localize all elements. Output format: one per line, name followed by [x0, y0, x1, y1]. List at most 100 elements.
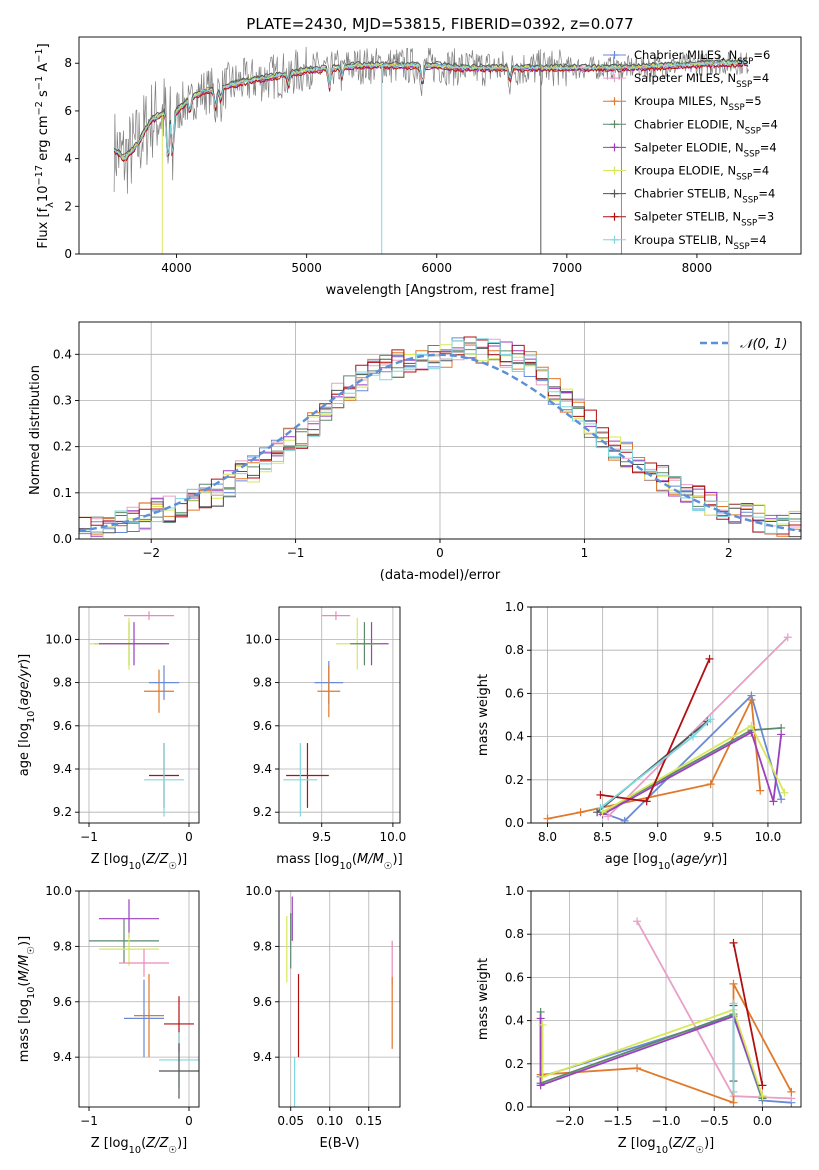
x-tick-label: 0 [436, 546, 444, 560]
x-axis-label: age [log10(age/yr)] [605, 852, 728, 872]
label-part: −2 [34, 101, 45, 115]
data-marker [610, 166, 619, 175]
legend-label: Chabrier ELODIE, NSSP=4 [634, 117, 778, 136]
data-marker [780, 788, 789, 797]
weight-series [607, 636, 789, 818]
y-tick-label: 6 [64, 104, 72, 118]
label-part: ( [141, 1136, 146, 1151]
y-tick-label: 0.4 [53, 347, 72, 361]
y-tick-label: 8 [64, 56, 72, 70]
label-part: Flux [f [36, 207, 51, 248]
y-tick-label: 9.2 [53, 805, 72, 819]
label-part: −1 [34, 48, 45, 62]
x-tick-label: −1 [80, 1114, 98, 1128]
x-tick-label: 0.15 [355, 1114, 382, 1128]
label-part: )] [17, 936, 32, 946]
data-marker [620, 816, 629, 823]
data-marker [610, 235, 619, 244]
y-tick-label: 9.8 [253, 676, 272, 690]
weight-series [732, 942, 764, 1086]
label-part: )] [17, 654, 32, 664]
label-part: Z/Z [145, 852, 169, 867]
label-part: 10 [129, 1145, 141, 1156]
data-marker [769, 797, 778, 806]
y-tick-label: 0.8 [505, 927, 524, 941]
label-part: age [log [605, 852, 658, 867]
y-tick-label: 0.4 [505, 1014, 524, 1028]
y-tick-label: 9.2 [253, 805, 272, 819]
data-marker [777, 795, 786, 804]
axes-frame [530, 890, 802, 1108]
label-part: Z/Z [672, 1136, 696, 1151]
x-tick-label: 8.5 [593, 830, 612, 844]
label-part: SSP [737, 57, 753, 67]
model-spectrum [113, 60, 749, 161]
x-tick-label: 10.0 [755, 830, 782, 844]
x-tick-label: 10.0 [380, 830, 407, 844]
label-part: SSP [729, 103, 745, 113]
x-tick-label: 2 [725, 546, 733, 560]
x-tick-label: 0.10 [316, 1114, 343, 1128]
y-axis-label: mass weight [476, 674, 491, 756]
weight-series [539, 1015, 764, 1097]
label-part: age [log [17, 723, 32, 776]
label-part: ( [17, 982, 32, 987]
x-tick-label: 5000 [291, 261, 322, 275]
spectrum-panel: 4000 5000 6000 7000 8000 0 2 4 6 8 Chabrier MILES,… [34, 36, 802, 298]
y-tick-label: 0.0 [505, 816, 524, 830]
y-axis-label: Normed distribution [28, 365, 43, 495]
label-part: M/M [17, 955, 32, 982]
x-tick-label: 9.0 [648, 830, 667, 844]
data-marker [783, 633, 792, 642]
axes-frame [278, 606, 401, 824]
data-marker [729, 999, 738, 1008]
y-tick-label: 9.4 [253, 762, 272, 776]
y-tick-label: 0.2 [505, 1057, 524, 1071]
y-tick-label: 10.0 [245, 884, 272, 898]
plot-area [286, 896, 393, 1107]
axes-frame [278, 890, 401, 1108]
data-marker [543, 814, 552, 823]
x-axis-label: E(B-V) [319, 1136, 359, 1151]
data-marker [729, 938, 738, 947]
x-tick-label: 9.5 [703, 830, 722, 844]
plot-area [543, 633, 792, 823]
x-tick-label: 8.0 [538, 830, 557, 844]
x-tick-label: −2.0 [555, 1114, 584, 1128]
mass-vs-z-panel: −1 09.49.69.810.0Z [log10(Z/Z☉)]mass [log… [17, 884, 200, 1156]
label-part: erg cm [36, 115, 51, 164]
data-marker [610, 97, 619, 106]
label-part: E(B-V) [319, 1136, 359, 1151]
legend-label: Salpeter ELODIE, NSSP=4 [634, 140, 777, 159]
data-marker [610, 212, 619, 221]
axes-frame [78, 321, 802, 540]
data-marker [610, 143, 619, 152]
y-tick-label: 9.8 [53, 939, 72, 953]
x-axis-label: Z [log10(Z/Z☉)] [91, 1136, 188, 1156]
weight-series [602, 730, 783, 816]
label-part: Z [log [618, 1136, 656, 1151]
label-part: age/yr [17, 662, 32, 705]
axes-frame [78, 36, 802, 255]
label-part: ☉ [384, 861, 393, 872]
label-part: 10 [339, 861, 351, 872]
data-marker [729, 1087, 738, 1096]
grid [79, 607, 199, 823]
label-part: )] [704, 1136, 714, 1151]
label-part: Z/Z [145, 1136, 169, 1151]
legend-label: Kroupa MILES, NSSP=5 [634, 94, 762, 113]
age-vs-z-panel: −1 09.29.49.69.810.0Z [log10(Z/Z☉)]age [l… [17, 606, 200, 872]
label-part: =4 [752, 164, 769, 178]
data-marker [787, 1087, 796, 1096]
y-tick-label: 0.2 [505, 773, 524, 787]
y-tick-label: 0.0 [505, 1100, 524, 1114]
y-axis-label: Flux [fλ10−17 erg cm−2 s−1 A−1] [34, 43, 56, 248]
legend-label: Kroupa ELODIE, NSSP=4 [634, 164, 769, 183]
x-tick-label: −0.5 [700, 1114, 729, 1128]
y-tick-label: 4 [64, 152, 72, 166]
label-part: SSP [736, 173, 752, 183]
label-part: 10 [26, 711, 37, 723]
data-marker [538, 1020, 547, 1029]
label-part: Z [log [91, 1136, 129, 1151]
y-tick-label: 9.4 [253, 1050, 272, 1064]
